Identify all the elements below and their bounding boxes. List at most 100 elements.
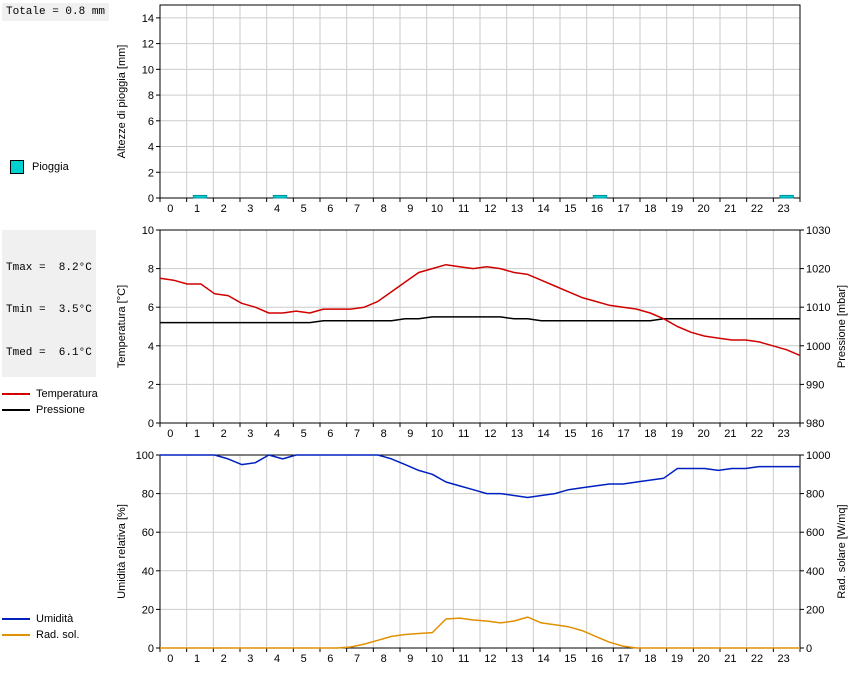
svg-text:20: 20 xyxy=(698,653,710,665)
svg-text:6: 6 xyxy=(148,116,154,128)
svg-text:20: 20 xyxy=(142,604,154,616)
temp-summary-box: Tmax = 8.2°C Tmin = 3.5°C Tmed = 6.1°C xyxy=(2,230,96,377)
legend-radsol-label: Rad. sol. xyxy=(36,629,79,641)
tmax-text: Tmax = 8.2°C xyxy=(6,261,92,275)
svg-text:16: 16 xyxy=(591,428,603,440)
svg-text:5: 5 xyxy=(301,653,307,665)
legend-temperatura: Temperatura xyxy=(2,388,98,400)
svg-text:10: 10 xyxy=(142,64,154,76)
rain-total-box: Totale = 0.8 mm xyxy=(2,3,109,21)
svg-text:9: 9 xyxy=(407,203,413,215)
svg-text:3: 3 xyxy=(247,203,253,215)
temp-line-icon xyxy=(2,393,30,395)
svg-text:1: 1 xyxy=(194,653,200,665)
svg-text:4: 4 xyxy=(148,142,154,154)
legend-radsol: Rad. sol. xyxy=(2,629,79,641)
svg-text:17: 17 xyxy=(618,203,630,215)
svg-text:6: 6 xyxy=(327,203,333,215)
svg-text:3: 3 xyxy=(247,428,253,440)
svg-text:5: 5 xyxy=(301,203,307,215)
legend-pioggia: Pioggia xyxy=(10,160,69,174)
svg-text:5: 5 xyxy=(301,428,307,440)
humidity-line-icon xyxy=(2,618,30,620)
svg-text:8: 8 xyxy=(148,90,154,102)
svg-text:15: 15 xyxy=(564,653,576,665)
legend-umidita: Umidità xyxy=(2,613,73,625)
svg-text:6: 6 xyxy=(327,653,333,665)
svg-text:19: 19 xyxy=(671,653,683,665)
svg-text:10: 10 xyxy=(431,653,443,665)
svg-text:6: 6 xyxy=(148,302,154,314)
svg-text:0: 0 xyxy=(167,653,173,665)
svg-text:7: 7 xyxy=(354,203,360,215)
rad-line-icon xyxy=(2,634,30,636)
svg-text:10: 10 xyxy=(431,428,443,440)
rain-swatch-icon xyxy=(10,160,24,174)
svg-text:2: 2 xyxy=(148,167,154,179)
svg-text:22: 22 xyxy=(751,203,763,215)
svg-text:2: 2 xyxy=(221,428,227,440)
svg-text:Rad. solare [W/mq]: Rad. solare [W/mq] xyxy=(836,504,848,598)
svg-text:8: 8 xyxy=(381,653,387,665)
svg-text:4: 4 xyxy=(274,203,280,215)
svg-text:200: 200 xyxy=(806,604,824,616)
svg-text:12: 12 xyxy=(484,653,496,665)
svg-text:19: 19 xyxy=(671,203,683,215)
svg-text:19: 19 xyxy=(671,428,683,440)
svg-text:Umidità relativa [%]: Umidità relativa [%] xyxy=(116,504,128,599)
svg-text:14: 14 xyxy=(142,13,154,25)
tmin-text: Tmin = 3.5°C xyxy=(6,303,92,317)
svg-text:3: 3 xyxy=(247,653,253,665)
svg-text:20: 20 xyxy=(698,203,710,215)
svg-text:14: 14 xyxy=(538,203,550,215)
svg-text:4: 4 xyxy=(274,428,280,440)
svg-text:9: 9 xyxy=(407,653,413,665)
svg-text:400: 400 xyxy=(806,566,824,578)
svg-text:0: 0 xyxy=(167,428,173,440)
svg-text:22: 22 xyxy=(751,428,763,440)
svg-text:15: 15 xyxy=(564,428,576,440)
svg-text:13: 13 xyxy=(511,428,523,440)
legend-pioggia-label: Pioggia xyxy=(32,161,69,173)
press-line-icon xyxy=(2,409,30,411)
legend-temperatura-label: Temperatura xyxy=(36,388,98,400)
svg-text:7: 7 xyxy=(354,428,360,440)
svg-text:0: 0 xyxy=(148,193,154,205)
svg-text:10: 10 xyxy=(431,203,443,215)
svg-text:17: 17 xyxy=(618,428,630,440)
svg-text:16: 16 xyxy=(591,203,603,215)
tmed-text: Tmed = 6.1°C xyxy=(6,346,92,360)
legend-pressione: Pressione xyxy=(2,404,85,416)
svg-text:2: 2 xyxy=(221,203,227,215)
svg-text:8: 8 xyxy=(148,264,154,276)
svg-text:Temperatura [°C]: Temperatura [°C] xyxy=(116,285,128,368)
svg-text:8: 8 xyxy=(381,428,387,440)
svg-text:600: 600 xyxy=(806,527,824,539)
svg-text:1000: 1000 xyxy=(806,450,830,462)
svg-text:1: 1 xyxy=(194,428,200,440)
svg-text:11: 11 xyxy=(458,653,469,665)
svg-text:12: 12 xyxy=(484,203,496,215)
svg-text:23: 23 xyxy=(778,653,790,665)
svg-text:9: 9 xyxy=(407,428,413,440)
svg-text:Pressione [mbar]: Pressione [mbar] xyxy=(836,285,848,368)
svg-text:2: 2 xyxy=(148,379,154,391)
svg-text:18: 18 xyxy=(644,203,656,215)
svg-text:0: 0 xyxy=(806,643,812,655)
svg-text:18: 18 xyxy=(644,653,656,665)
svg-text:14: 14 xyxy=(538,653,550,665)
svg-text:8: 8 xyxy=(381,203,387,215)
svg-text:13: 13 xyxy=(511,203,523,215)
svg-text:0: 0 xyxy=(148,643,154,655)
svg-text:800: 800 xyxy=(806,489,824,501)
svg-text:4: 4 xyxy=(148,341,154,353)
svg-text:12: 12 xyxy=(142,39,154,51)
svg-text:17: 17 xyxy=(618,653,630,665)
svg-text:7: 7 xyxy=(354,653,360,665)
svg-text:22: 22 xyxy=(751,653,763,665)
svg-text:10: 10 xyxy=(142,225,154,237)
svg-text:Altezze di pioggia [mm]: Altezze di pioggia [mm] xyxy=(116,45,128,159)
svg-text:1030: 1030 xyxy=(806,225,830,237)
svg-text:20: 20 xyxy=(698,428,710,440)
svg-text:11: 11 xyxy=(458,203,469,215)
